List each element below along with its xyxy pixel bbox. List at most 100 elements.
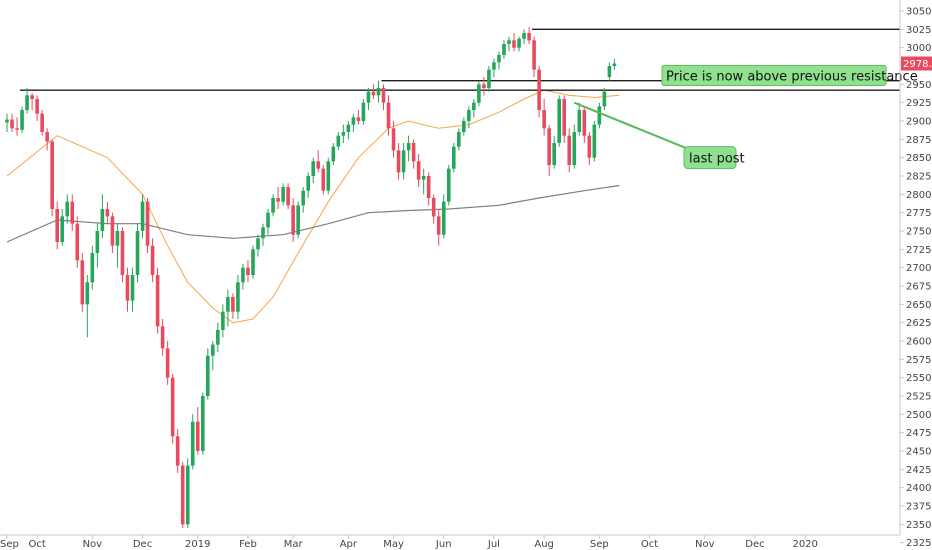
- price-tick-label: 2550.0: [906, 373, 932, 384]
- candle-body: [477, 84, 481, 103]
- price-tick-label: 2375.0: [906, 502, 932, 513]
- candle-body: [211, 344, 215, 356]
- candle-body: [557, 99, 561, 143]
- candle-body: [366, 91, 371, 103]
- candle-body: [542, 110, 546, 129]
- candle-body: [10, 119, 14, 129]
- candle-body: [401, 150, 406, 173]
- time-tick-label: Oct: [641, 539, 658, 550]
- price-tick-label: 2425.0: [906, 465, 932, 476]
- candle-body: [80, 260, 85, 305]
- candle-body: [592, 124, 597, 158]
- time-tick-label: Apr: [340, 539, 358, 550]
- candle-body: [30, 95, 34, 99]
- candle-body: [291, 205, 295, 235]
- price-tick-label: 3000.0: [906, 43, 932, 54]
- candle-body: [341, 132, 346, 136]
- price-tick-label: 2400.0: [906, 483, 932, 494]
- price-tick-label: 2800.0: [906, 190, 932, 201]
- candle-body: [612, 63, 617, 66]
- candle-body: [246, 267, 250, 275]
- time-tick-label: 2019: [185, 539, 210, 550]
- time-tick-label: Jun: [435, 539, 452, 550]
- price-tick-label: 2900.0: [906, 117, 932, 128]
- candle-body: [597, 106, 602, 125]
- candle-body: [271, 198, 275, 213]
- candle-body: [492, 62, 496, 70]
- candle-body: [206, 355, 210, 396]
- price-tick-label: 2875.0: [906, 135, 932, 146]
- candle-body: [226, 297, 230, 312]
- candle-body: [20, 110, 24, 130]
- time-tick-label: Aug: [534, 539, 554, 550]
- candle-body: [170, 377, 175, 437]
- price-tick-label: 2700.0: [906, 263, 932, 274]
- candle-body: [160, 326, 165, 349]
- candle-body: [55, 209, 59, 242]
- candle-body: [451, 146, 456, 169]
- price-tick-label: 2525.0: [906, 392, 932, 403]
- candle-body: [512, 40, 516, 48]
- candle-body: [567, 135, 572, 165]
- candle-body: [155, 275, 160, 327]
- candle-body: [321, 168, 326, 191]
- candle-body: [517, 38, 521, 48]
- candle-body: [135, 231, 140, 275]
- candle-body: [35, 99, 39, 114]
- candle-body: [251, 249, 255, 275]
- candle-body: [577, 110, 582, 132]
- price-tick-label: 2625.0: [906, 318, 932, 329]
- time-tick-label: May: [383, 539, 404, 550]
- price-tick-label: 3025.0: [906, 25, 932, 36]
- candle-body: [421, 176, 426, 180]
- candle-body: [125, 275, 130, 301]
- candle-body: [50, 141, 54, 209]
- candle-body: [150, 245, 155, 275]
- candle-body: [356, 117, 361, 121]
- candle-body: [326, 161, 331, 191]
- time-tick-label: Nov: [695, 539, 715, 550]
- candle-body: [582, 110, 587, 136]
- candle-body: [376, 88, 381, 96]
- price-tick-label: 2450.0: [906, 447, 932, 458]
- candles: [5, 27, 617, 528]
- candle-body: [497, 55, 501, 63]
- candle-body: [381, 88, 386, 103]
- candle-body: [446, 168, 451, 202]
- price-tick-label: 2500.0: [906, 410, 932, 421]
- candle-body: [467, 110, 471, 121]
- candle-body: [110, 216, 115, 246]
- candle-body: [60, 216, 65, 242]
- candle-body: [195, 421, 200, 451]
- candle-body: [436, 216, 441, 235]
- annotation-arrow: [573, 101, 691, 151]
- candle-body: [266, 212, 270, 228]
- price-tick-label: 2650.0: [906, 300, 932, 311]
- candle-body: [105, 209, 110, 217]
- price-tick-label: 2475.0: [906, 428, 932, 439]
- time-tick-label: Sep: [0, 539, 19, 550]
- candle-body: [40, 113, 44, 132]
- candle-body: [306, 176, 310, 191]
- candle-body: [572, 132, 577, 165]
- candle-body: [25, 95, 29, 110]
- time-tick-label: Sep: [590, 539, 609, 550]
- candle-body: [416, 161, 421, 180]
- moving-average-line: [6, 184, 620, 243]
- time-tick-label: Jul: [487, 539, 500, 550]
- candle-body: [15, 128, 19, 130]
- candle-body: [361, 102, 366, 121]
- candle-body: [75, 223, 80, 261]
- price-tick-label: 2575.0: [906, 355, 932, 366]
- candle-body: [562, 99, 567, 136]
- candle-body: [522, 33, 526, 39]
- price-tick-label: 2675.0: [906, 282, 932, 293]
- candle-body: [316, 161, 321, 169]
- candle-body: [386, 102, 391, 129]
- candle-body: [65, 201, 70, 217]
- candle-body: [482, 84, 486, 88]
- time-tick-label: 2020: [792, 539, 817, 550]
